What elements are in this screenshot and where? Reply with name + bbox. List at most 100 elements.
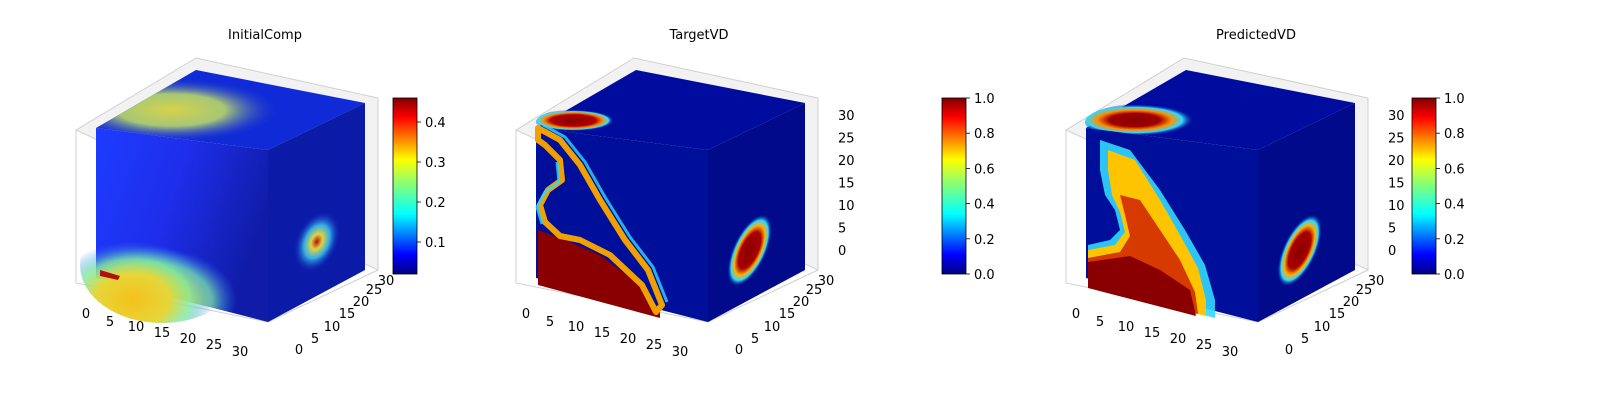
- voxel-cube: [80, 70, 365, 323]
- x-tick: 30: [232, 345, 249, 360]
- cube-top-face-blob: [1085, 102, 1235, 142]
- x-tick: 10: [128, 320, 145, 335]
- axis-ticks: 0 5 10 15 20 25 30 0 5 10 15 20 25 30 0 5…: [1072, 109, 1405, 360]
- panel-targetvd: TargetVD 0 5 10 15 20 25 30 0 5: [514, 28, 995, 360]
- colorbar-tick-label: 0.1: [425, 236, 446, 251]
- colorbar-tick-label: 0.6: [974, 162, 995, 177]
- cube-front-face-contour-halo: [542, 123, 669, 303]
- z-tick: 10: [838, 199, 855, 214]
- x-tick: 0: [82, 307, 90, 322]
- colorbar-ticks: 0.1 0.2 0.3 0.4: [417, 116, 446, 251]
- cube-front-face-contour: [535, 125, 665, 315]
- colorbar-tick-label: 1.0: [1444, 92, 1465, 107]
- y-tick: 20: [1343, 295, 1360, 310]
- colorbar: 0.1 0.2 0.3 0.4: [392, 97, 446, 275]
- colorbar-scale: [392, 97, 418, 275]
- y-tick: 15: [1329, 307, 1346, 322]
- z-tick: 20: [838, 154, 855, 169]
- axis-ticks: 0 5 10 15 20 25 30 0 5 10 15 20 25 30 05…: [522, 109, 855, 360]
- cube-side-face-blob: [1272, 191, 1332, 289]
- x-tick: 10: [1118, 320, 1135, 335]
- x-tick: 30: [1222, 345, 1239, 360]
- y-tick: 25: [366, 283, 383, 298]
- voxel-cube: [1085, 70, 1355, 322]
- y-tick: 25: [1356, 283, 1373, 298]
- y-tick: 10: [1314, 320, 1331, 335]
- y-tick: 30: [1368, 274, 1385, 289]
- colorbar-tick-label: 0.2: [425, 196, 446, 211]
- cube-front-face-blob-2: [80, 207, 244, 323]
- y-tick: 0: [295, 343, 303, 358]
- voxel-cube: [535, 70, 805, 322]
- colorbar-tick-label: 0.0: [974, 268, 995, 283]
- x-tick: 20: [620, 332, 637, 347]
- x-tick: 15: [594, 326, 611, 341]
- x-tick: 25: [206, 338, 223, 353]
- colorbar-tick-label: 0.0: [1444, 268, 1465, 283]
- cube-side-face-blob: [722, 191, 782, 289]
- x-tick: 20: [1170, 332, 1187, 347]
- y-tick: 20: [353, 295, 370, 310]
- x-tick: 0: [522, 307, 530, 322]
- x-tick: 20: [180, 332, 197, 347]
- colorbar-scale: [1411, 97, 1437, 275]
- chart-title: InitialComp: [228, 28, 302, 43]
- z-tick: 30: [1388, 109, 1405, 124]
- colorbar-scale: [941, 97, 967, 275]
- cube-corner-spot: [100, 270, 120, 280]
- z-tick: 25: [1388, 132, 1405, 147]
- colorbar: 0.0 0.2 0.4 0.6 0.8 1.0: [1411, 92, 1465, 283]
- panel-predictedvd: PredictedVD 0 5 10 15 20 25 30 0 5: [1064, 28, 1465, 360]
- y-tick: 30: [818, 274, 835, 289]
- y-tick: 5: [751, 332, 759, 347]
- y-tick: 10: [324, 320, 341, 335]
- y-tick: 0: [1285, 343, 1293, 358]
- colorbar-tick-label: 0.4: [1444, 198, 1465, 213]
- cube-front-face-region: [538, 230, 660, 318]
- x-tick: 30: [672, 345, 689, 360]
- colorbar-ticks: 0.0 0.2 0.4 0.6 0.8 1.0: [1436, 92, 1465, 283]
- panel-initialcomp: InitialComp 0 5 10 15 20 25 30 0 5: [74, 28, 446, 360]
- y-tick: 5: [311, 332, 319, 347]
- x-tick: 10: [568, 320, 585, 335]
- z-tick: 0: [838, 244, 846, 259]
- colorbar-tick-label: 0.8: [974, 127, 995, 142]
- cube-side-face-blob: [284, 188, 352, 276]
- z-tick: 25: [838, 132, 855, 147]
- colorbar-tick-label: 0.4: [425, 116, 446, 131]
- x-tick: 0: [1072, 307, 1080, 322]
- z-tick: 15: [838, 177, 855, 192]
- colorbar-tick-label: 0.6: [1444, 162, 1465, 177]
- cube-front-face-core: [1088, 256, 1196, 316]
- x-tick: 5: [1096, 315, 1104, 330]
- colorbar-tick-label: 0.2: [1444, 233, 1465, 248]
- z-tick: 10: [1388, 199, 1405, 214]
- z-axis-ticks: 0 5 10 15 20 25 30: [838, 109, 855, 259]
- z-tick: 30: [838, 109, 855, 124]
- z-tick: 5: [1388, 222, 1396, 237]
- y-tick: 20: [793, 295, 810, 310]
- colorbar-tick-label: 0.3: [425, 156, 446, 171]
- x-tick: 15: [154, 326, 171, 341]
- z-axis-ticks: 0 5 10 15 20 25 30: [1388, 109, 1405, 259]
- cube-top-face-blob: [96, 70, 365, 150]
- y-tick: 30: [378, 274, 395, 289]
- z-tick: 20: [1388, 154, 1405, 169]
- cube-top-face-blob: [536, 106, 660, 138]
- colorbar-tick-label: 0.8: [1444, 127, 1465, 142]
- y-tick: 25: [806, 283, 823, 298]
- y-tick: 15: [779, 307, 796, 322]
- axis-ticks: 0 5 10 15 20 25 30 0 5 10 15 20 25 30: [82, 274, 394, 360]
- x-tick: 25: [646, 338, 663, 353]
- y-tick: 10: [764, 320, 781, 335]
- z-tick: 15: [1388, 177, 1405, 192]
- chart-title: PredictedVD: [1216, 28, 1296, 43]
- chart-title: TargetVD: [668, 28, 728, 43]
- colorbar-tick-label: 1.0: [974, 92, 995, 107]
- z-tick: 0: [1388, 244, 1396, 259]
- x-tick: 5: [546, 315, 554, 330]
- x-tick: 25: [1196, 338, 1213, 353]
- cube-front-face-contour-halo-2: [535, 161, 561, 225]
- x-tick: 15: [1144, 326, 1161, 341]
